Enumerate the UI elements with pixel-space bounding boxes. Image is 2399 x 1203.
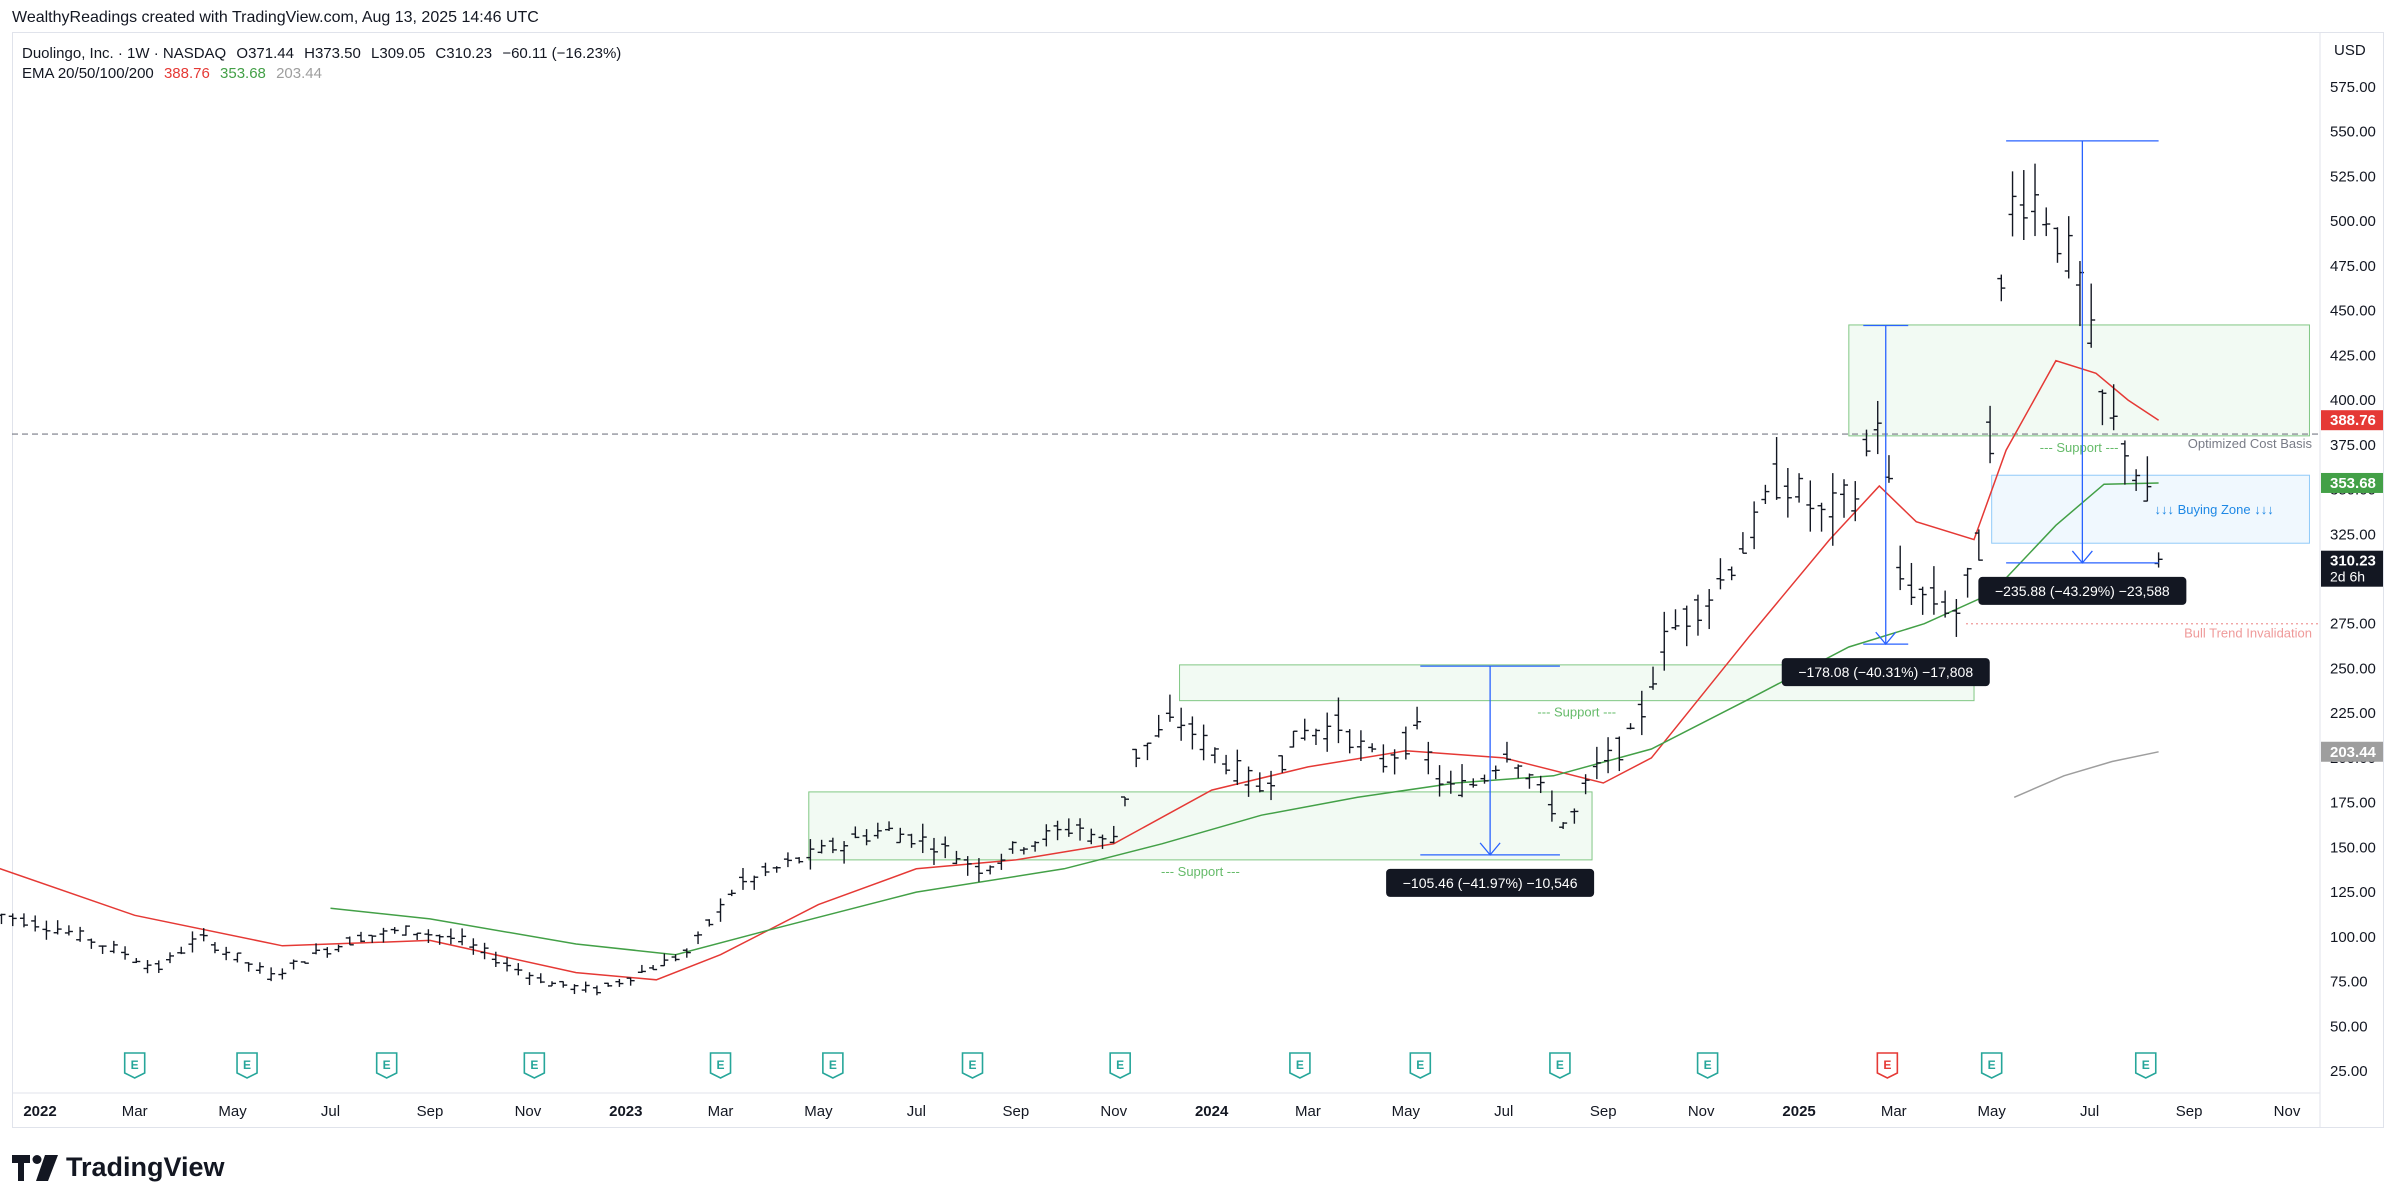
currency-label[interactable]: USD <box>2334 42 2366 59</box>
attribution-text: WealthyReadings created with TradingView… <box>12 9 539 26</box>
open-value: O371.44 <box>236 45 294 62</box>
change-value: −60.11 (−16.23%) <box>502 45 622 62</box>
high-value: H373.50 <box>304 45 361 62</box>
chart-legend: Duolingo, Inc. · 1W · NASDAQ O371.44 H37… <box>22 44 627 84</box>
low-value: L309.05 <box>371 45 426 62</box>
tradingview-logo-icon <box>12 1154 58 1181</box>
tradingview-brand: TradingView <box>66 1152 225 1182</box>
ohlc-bar <box>0 913 6 925</box>
ema50-value: 353.68 <box>220 65 266 82</box>
chart-frame <box>12 32 2384 1128</box>
tradingview-logo[interactable]: TradingView <box>12 1152 225 1183</box>
symbol-line: Duolingo, Inc. · 1W · NASDAQ <box>22 45 227 62</box>
ema20-value: 388.76 <box>163 65 210 82</box>
ema-label: EMA 20/50/100/200 <box>22 65 154 82</box>
close-value: C310.23 <box>435 45 493 62</box>
ema100-value: 203.44 <box>276 65 322 82</box>
